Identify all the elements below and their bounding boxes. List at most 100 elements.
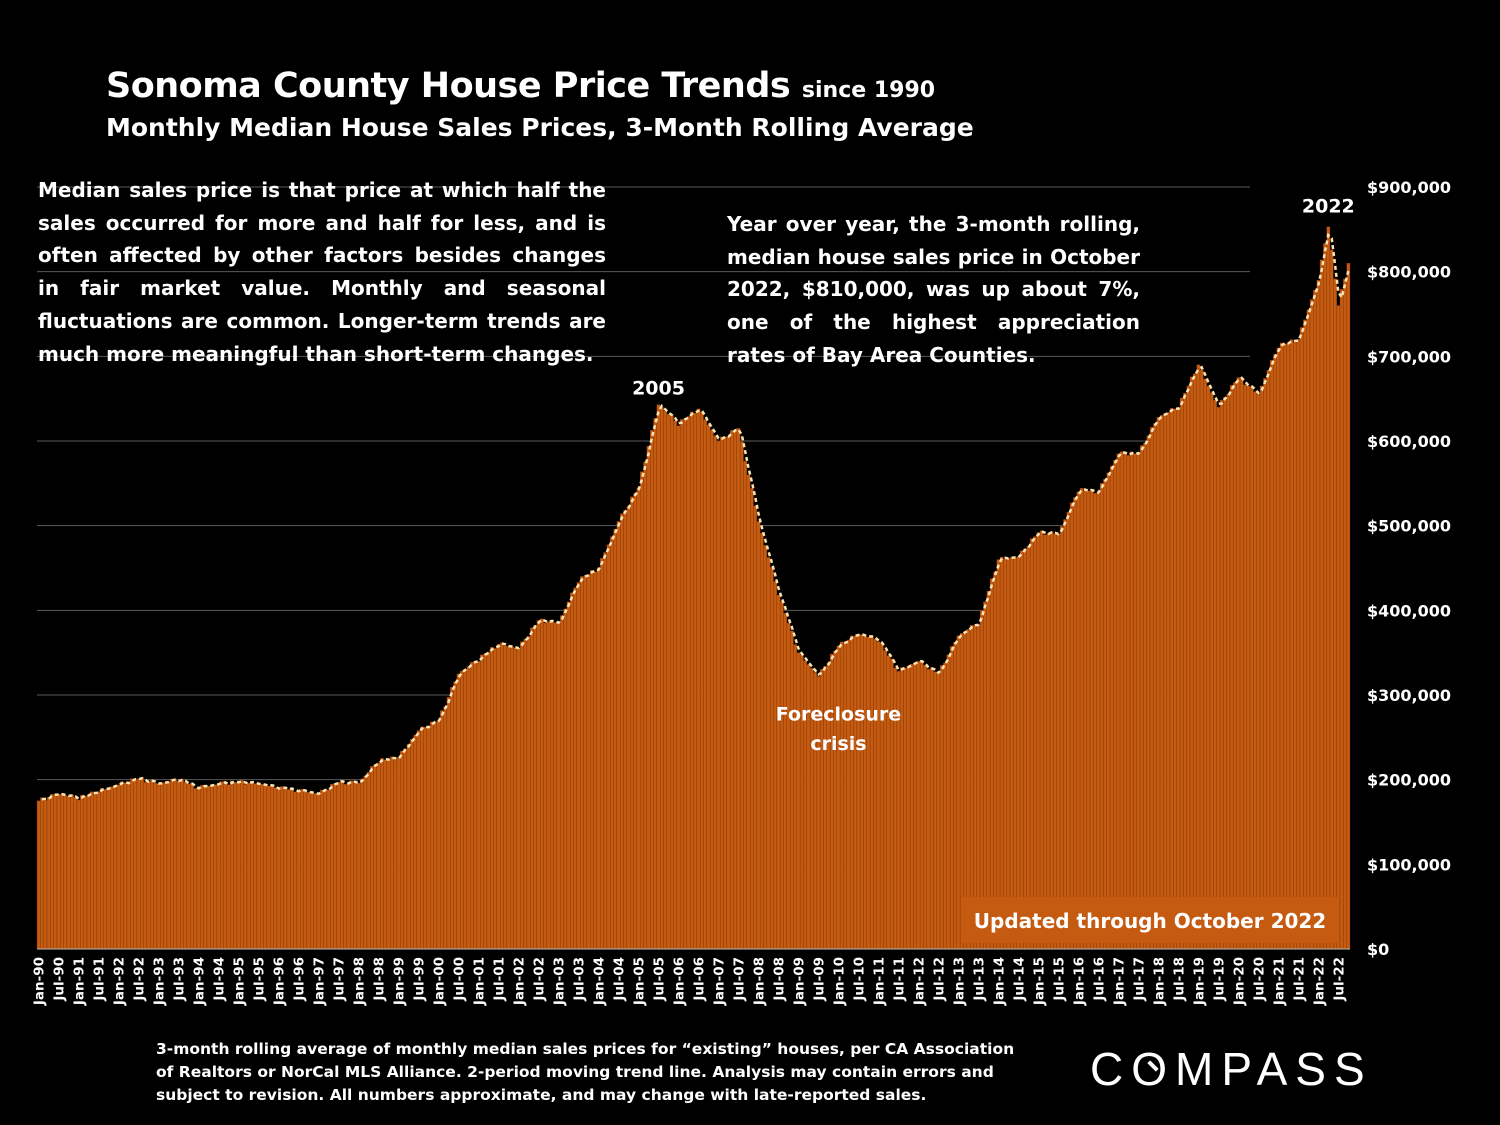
price-bar bbox=[593, 571, 598, 950]
price-bar bbox=[180, 778, 184, 950]
price-bar bbox=[743, 460, 747, 950]
price-bar bbox=[939, 665, 944, 950]
price-bar bbox=[143, 782, 148, 950]
price-bar bbox=[646, 445, 651, 950]
price-bar bbox=[1346, 263, 1351, 950]
price-bar bbox=[60, 794, 64, 950]
price-bar bbox=[106, 787, 111, 950]
price-bar bbox=[163, 782, 168, 950]
x-tick-label: Jan-11 bbox=[871, 957, 887, 1006]
price-bar bbox=[220, 781, 224, 950]
price-bar bbox=[1306, 309, 1311, 950]
x-tick-label: Jul-00 bbox=[452, 957, 468, 1002]
price-bar bbox=[943, 662, 947, 950]
price-bar bbox=[103, 789, 108, 950]
y-tick-label: $400,000 bbox=[1367, 601, 1451, 620]
price-bar bbox=[623, 509, 628, 950]
price-bar bbox=[736, 428, 741, 950]
price-bar bbox=[1263, 378, 1267, 950]
x-tick-label: Jan-16 bbox=[1071, 957, 1087, 1006]
price-bar bbox=[766, 557, 771, 950]
x-tick-label: Jan-15 bbox=[1031, 957, 1047, 1006]
price-bar bbox=[603, 552, 608, 950]
price-bar bbox=[853, 635, 857, 950]
price-bar bbox=[1206, 385, 1211, 950]
price-bar bbox=[563, 608, 568, 950]
price-bar bbox=[1323, 243, 1327, 950]
price-bar bbox=[1156, 417, 1161, 950]
price-bar bbox=[356, 782, 361, 950]
price-bar bbox=[293, 791, 298, 950]
price-bar bbox=[759, 532, 764, 950]
price-bar bbox=[183, 782, 188, 950]
price-bar bbox=[556, 622, 561, 950]
x-tick-label: Jan-06 bbox=[672, 957, 688, 1006]
price-bar bbox=[673, 420, 678, 950]
price-bar bbox=[360, 778, 364, 950]
price-bar bbox=[926, 669, 931, 950]
price-bar bbox=[856, 633, 861, 950]
compass-logo-rest: MPASS bbox=[1175, 1043, 1373, 1095]
price-bar bbox=[1036, 532, 1041, 950]
price-bar bbox=[246, 782, 251, 950]
price-bar bbox=[1289, 339, 1294, 950]
compass-logo: COMPASS bbox=[1090, 1042, 1373, 1096]
price-bar bbox=[353, 782, 358, 950]
price-bar bbox=[333, 784, 338, 950]
price-bar bbox=[123, 782, 128, 950]
price-bar bbox=[206, 785, 211, 950]
price-bar bbox=[53, 795, 58, 950]
price-bar bbox=[1026, 546, 1031, 950]
price-bar bbox=[879, 642, 884, 950]
price-bar bbox=[1213, 399, 1217, 950]
x-tick-label: Jul-95 bbox=[252, 957, 268, 1002]
x-tick-label: Jul-91 bbox=[92, 957, 108, 1002]
price-bar bbox=[140, 777, 144, 950]
price-bar bbox=[916, 660, 921, 950]
price-bar bbox=[40, 797, 44, 950]
price-bar bbox=[1153, 423, 1157, 950]
x-tick-label: Jul-99 bbox=[412, 957, 428, 1002]
price-bar bbox=[300, 788, 304, 950]
price-bar bbox=[36, 800, 41, 950]
price-bar bbox=[280, 786, 284, 950]
price-bar bbox=[886, 655, 891, 950]
price-bar bbox=[836, 645, 841, 950]
price-bar bbox=[560, 615, 564, 950]
price-bar bbox=[1259, 385, 1264, 950]
price-bar bbox=[243, 784, 248, 950]
price-bar bbox=[640, 471, 644, 950]
x-tick-label: Jan-04 bbox=[592, 957, 608, 1006]
price-bar bbox=[610, 536, 614, 950]
price-bar bbox=[1296, 339, 1301, 950]
price-bar bbox=[829, 653, 834, 950]
price-bar bbox=[83, 795, 88, 950]
x-tick-label: Jan-17 bbox=[1111, 957, 1127, 1006]
price-bar bbox=[1256, 394, 1261, 950]
price-bar bbox=[420, 726, 424, 950]
price-bar bbox=[1216, 406, 1221, 950]
price-bar bbox=[496, 644, 501, 950]
x-tick-label: Jul-10 bbox=[851, 957, 867, 1002]
price-bar bbox=[626, 506, 631, 950]
price-bar bbox=[933, 671, 937, 950]
median-explanation-note: Median sales price is that price at whic… bbox=[38, 178, 606, 366]
price-bar bbox=[1013, 557, 1017, 950]
x-tick-label: Jan-93 bbox=[152, 957, 168, 1006]
x-tick-label: Jan-05 bbox=[632, 957, 648, 1006]
price-bar bbox=[253, 783, 258, 950]
price-bar bbox=[776, 594, 781, 950]
price-bar bbox=[1146, 435, 1151, 950]
price-bar bbox=[1143, 443, 1147, 950]
price-bar bbox=[450, 687, 454, 950]
price-bar bbox=[636, 487, 641, 950]
price-bar bbox=[1096, 491, 1101, 950]
price-bar bbox=[1163, 413, 1167, 950]
price-bar bbox=[50, 794, 54, 950]
price-bar bbox=[266, 785, 271, 950]
price-bar bbox=[1243, 384, 1247, 950]
price-bar bbox=[889, 658, 894, 950]
x-tick-label: Jul-96 bbox=[292, 957, 308, 1002]
price-bar bbox=[1313, 289, 1317, 950]
price-bar bbox=[1309, 299, 1314, 950]
